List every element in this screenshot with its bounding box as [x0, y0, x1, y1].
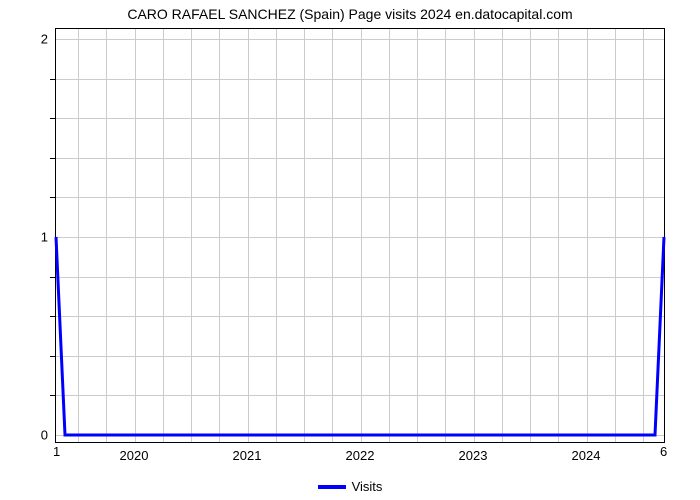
x-tick-2022: 2022	[346, 448, 375, 463]
visits-chart: CARO RAFAEL SANCHEZ (Spain) Page visits …	[0, 0, 700, 500]
legend-label: Visits	[352, 479, 383, 494]
x-corner-right: 6	[660, 444, 667, 459]
x-corner-left: 1	[53, 444, 60, 459]
x-tick-2021: 2021	[233, 448, 262, 463]
legend-item-visits: Visits	[318, 479, 383, 494]
y-tick-2: 2	[41, 32, 48, 47]
visits-series-line	[56, 29, 664, 442]
legend: Visits	[0, 476, 700, 495]
legend-swatch	[318, 485, 346, 489]
y-tick-1: 1	[41, 230, 48, 245]
y-tick-0: 0	[41, 428, 48, 443]
x-tick-2023: 2023	[459, 448, 488, 463]
plot-area	[55, 28, 665, 443]
x-tick-2020: 2020	[120, 448, 149, 463]
chart-title: CARO RAFAEL SANCHEZ (Spain) Page visits …	[0, 6, 700, 22]
x-tick-2024: 2024	[572, 448, 601, 463]
series-polyline	[56, 237, 664, 435]
